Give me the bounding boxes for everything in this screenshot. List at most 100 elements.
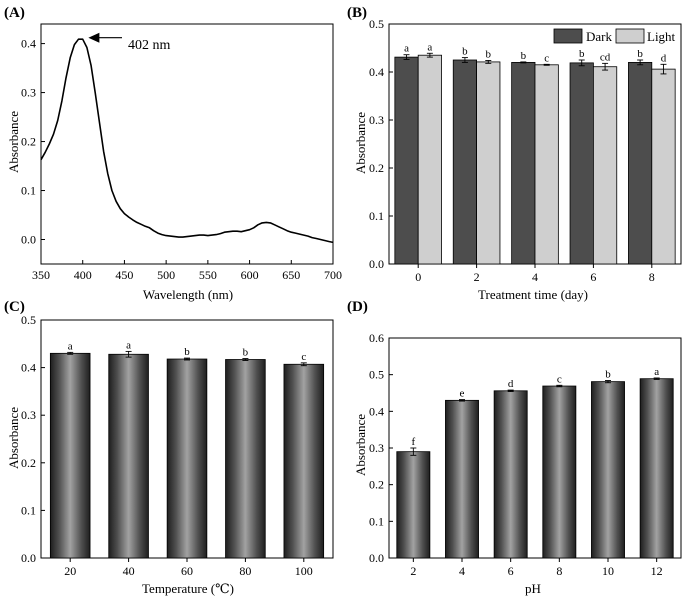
significance-letter: c <box>557 373 562 385</box>
bar <box>394 56 419 265</box>
significance-letter: b <box>184 346 190 358</box>
bar <box>628 62 653 265</box>
legend-label-light: Light <box>647 29 676 44</box>
bar <box>49 352 91 559</box>
panel-a-plot: 0.0 0.1 0.2 0.3 0.4 350 400 450 500 550 600 650 700 <box>21 23 342 282</box>
significance-letter: b <box>486 48 492 60</box>
bar <box>639 378 674 559</box>
x-tick-label: 100 <box>295 564 313 578</box>
significance-letter: a <box>427 41 432 53</box>
x-tick-label: 400 <box>74 268 92 282</box>
x-tick-label: 700 <box>324 268 342 282</box>
significance-letter: b <box>637 48 643 60</box>
y-tick-label: 0.3 <box>21 408 36 422</box>
panel-b-y-label: Absorbance <box>353 112 368 174</box>
x-tick-label: 2 <box>474 270 480 284</box>
x-tick-label: 350 <box>32 268 50 282</box>
bar <box>417 54 442 265</box>
bar <box>108 353 149 559</box>
bar <box>591 381 625 559</box>
significance-letter: b <box>462 46 468 58</box>
panel-d: (D) 0.00.10.20.30.40.50.62f4e6d8c10b12a … <box>347 299 682 596</box>
bar <box>166 358 208 559</box>
x-tick-label: 650 <box>282 268 300 282</box>
significance-letter: d <box>661 52 667 64</box>
significance-letter: a <box>654 366 659 378</box>
panel-a-y-label: Absorbance <box>6 111 21 173</box>
y-tick-label: 0.2 <box>369 478 384 492</box>
x-tick-label: 10 <box>602 564 614 578</box>
x-tick-label: 40 <box>123 564 135 578</box>
bar <box>225 359 266 559</box>
significance-letter: c <box>544 52 549 64</box>
x-tick-label: 450 <box>115 268 133 282</box>
legend-swatch-dark <box>553 28 583 44</box>
x-tick-label: 4 <box>459 564 465 578</box>
y-tick-label: 0.5 <box>369 17 384 31</box>
y-tick-label: 0.1 <box>369 514 384 528</box>
significance-letter: c <box>301 351 306 363</box>
x-tick-label: 6 <box>590 270 596 284</box>
significance-letter: b <box>521 50 527 62</box>
x-tick-label: 80 <box>239 564 251 578</box>
panel-c-y-label: Absorbance <box>6 407 21 469</box>
y-tick-label: 0.5 <box>369 368 384 382</box>
x-tick-label: 500 <box>157 268 175 282</box>
panel-a-x-label: Wavelength (nm) <box>143 287 233 302</box>
bar <box>534 64 559 265</box>
x-tick-label: 2 <box>410 564 416 578</box>
legend-label-dark: Dark <box>586 29 612 44</box>
panel-a-annotation: 402 nm <box>128 38 171 53</box>
bar <box>542 385 577 559</box>
x-tick-label: 600 <box>241 268 259 282</box>
legend-swatch-light <box>615 28 645 44</box>
significance-letter: b <box>243 347 249 359</box>
y-tick-label: 0.0 <box>369 257 384 271</box>
y-tick-label: 0.3 <box>21 86 36 100</box>
x-tick-label: 8 <box>649 270 655 284</box>
bar <box>283 363 325 559</box>
significance-letter: a <box>404 43 409 55</box>
panel-b-plot: 0.0 0.1 0.2 0.3 0.4 0.5 0 a a 2 b b 4 b c 6 b cd 8 b d <box>369 17 682 284</box>
y-tick-label: 0.0 <box>369 551 384 565</box>
panel-a: (A) 0.0 0.1 0.2 0.3 0.4 350 400 450 500 550 600 650… <box>4 5 342 302</box>
panel-b: (B) 0.0 0.1 0.2 0.3 0.4 0.5 0 a a 2 b b 4 b c 6 b cd 8 b d T… <box>347 5 682 302</box>
y-tick-label: 0.5 <box>21 313 36 327</box>
y-tick-label: 0.4 <box>21 37 36 51</box>
significance-letter: d <box>508 378 514 390</box>
bar <box>493 390 528 559</box>
absorbance-spectrum-line <box>40 38 334 244</box>
y-tick-label: 0.3 <box>369 441 384 455</box>
y-tick-label: 0.1 <box>21 184 36 198</box>
panel-b-x-label: Treatment time (day) <box>478 287 588 302</box>
significance-letter: a <box>126 339 131 351</box>
bar <box>476 61 501 265</box>
bar <box>651 68 676 265</box>
x-tick-label: 12 <box>651 564 663 578</box>
y-tick-label: 0.4 <box>369 404 384 418</box>
x-tick-label: 20 <box>64 564 76 578</box>
bar <box>569 62 594 265</box>
panel-c: (C) 0.0 0.1 0.2 0.3 0.4 0.5 20 a 40 a 60 b 80 b 100 c T… <box>4 299 334 596</box>
panel-d-plot: 0.0 0.1 0.2 0.3 0.4 0.5 0.6 2 f 4 e 6 d 8 c 10 b 12 a <box>369 331 682 578</box>
bar <box>445 399 479 559</box>
y-tick-label: 0.2 <box>21 135 36 149</box>
panel-c-label: (C) <box>4 299 25 315</box>
y-tick-label: 0.3 <box>369 113 384 127</box>
annotation-arrow-head <box>88 32 100 43</box>
y-tick-label: 0.4 <box>369 65 384 79</box>
significance-letter: b <box>579 48 585 60</box>
y-tick-label: 0.1 <box>369 209 384 223</box>
y-tick-label: 0.2 <box>21 456 36 470</box>
x-tick-label: 8 <box>556 564 562 578</box>
bar <box>593 66 618 265</box>
x-tick-label: 60 <box>181 564 193 578</box>
x-tick-label: 6 <box>508 564 514 578</box>
x-tick-label: 550 <box>199 268 217 282</box>
bar <box>511 62 536 265</box>
panel-d-x-label: pH <box>525 581 541 596</box>
significance-letter: a <box>68 340 73 352</box>
y-tick-label: 0.0 <box>21 233 36 247</box>
plot-frame <box>388 337 682 559</box>
